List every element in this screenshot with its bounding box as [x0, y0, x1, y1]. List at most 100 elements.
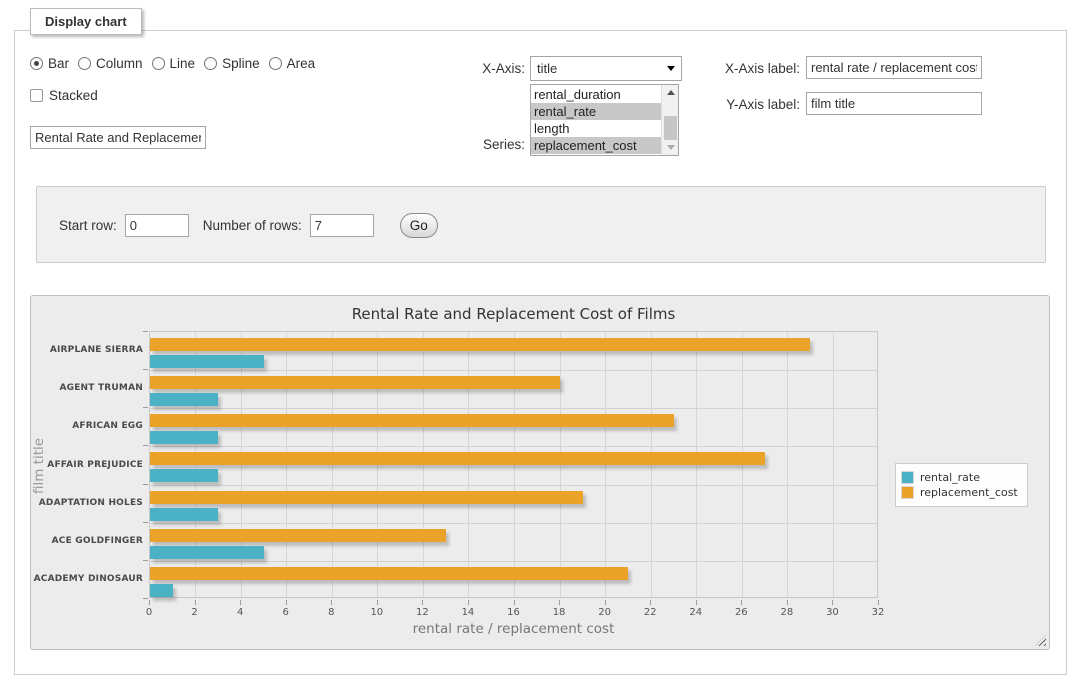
go-button[interactable]: Go	[400, 213, 438, 238]
x-tick-label: 8	[316, 607, 346, 618]
radio-button-icon[interactable]	[269, 57, 282, 70]
fieldset-legend: Display chart	[30, 8, 142, 35]
select-dropdown-arrow-icon	[667, 66, 675, 71]
chart-type-radio-line[interactable]: Line	[152, 56, 196, 71]
chart-type-radio-group: Bar Column Line Spline Area	[30, 56, 315, 71]
x-tick-mark	[650, 600, 651, 605]
x-axis-select[interactable]: title	[530, 56, 682, 81]
chart-container: Rental Rate and Replacement Cost of Film…	[30, 295, 1050, 650]
series-option-length[interactable]: length	[531, 120, 661, 137]
listbox-scrollbar[interactable]	[661, 85, 678, 155]
x-axis-label-input[interactable]	[806, 56, 982, 79]
radio-button-icon[interactable]	[30, 57, 43, 70]
category-label: AIRPLANE SIERRA	[31, 345, 143, 355]
x-tick-mark	[605, 600, 606, 605]
radio-label: Area	[287, 56, 316, 71]
series-option-replacement_cost[interactable]: replacement_cost	[531, 137, 661, 154]
x-axis-select-label: X-Axis:	[430, 61, 525, 76]
scrollbar-thumb[interactable]	[664, 116, 677, 140]
gridline	[833, 332, 834, 597]
y-axis-label-field-label: Y-Axis label:	[690, 97, 800, 112]
bar-replacement_cost	[150, 452, 765, 465]
category-label: AFRICAN EGG	[31, 421, 143, 431]
chart-type-radio-area[interactable]: Area	[269, 56, 316, 71]
x-tick-label: 30	[817, 607, 847, 618]
x-tick-mark	[832, 600, 833, 605]
stacked-checkbox[interactable]	[30, 89, 43, 102]
x-axis-selected-value: title	[537, 61, 667, 76]
x-axis-label-field-label: X-Axis label:	[690, 61, 800, 76]
category-label: ACE GOLDFINGER	[31, 536, 143, 546]
scroll-up-button[interactable]	[662, 85, 679, 100]
number-of-rows-label: Number of rows:	[203, 218, 302, 233]
x-tick-label: 16	[499, 607, 529, 618]
x-tick-mark	[696, 600, 697, 605]
chart-y-axis-label: film title	[31, 406, 47, 526]
x-tick-mark	[149, 600, 150, 605]
x-tick-mark	[741, 600, 742, 605]
y-tick-mark	[143, 560, 148, 561]
legend-swatch-icon	[901, 471, 914, 484]
bar-replacement_cost	[150, 567, 628, 580]
bar-rental_rate	[150, 393, 218, 406]
legend-label: replacement_cost	[920, 486, 1018, 499]
gridline	[787, 332, 788, 597]
x-tick-label: 20	[590, 607, 620, 618]
x-tick-label: 14	[453, 607, 483, 618]
chart-type-radio-bar[interactable]: Bar	[30, 56, 69, 71]
radio-button-icon[interactable]	[204, 57, 217, 70]
x-tick-mark	[377, 600, 378, 605]
start-row-label: Start row:	[59, 218, 117, 233]
y-tick-mark	[143, 522, 148, 523]
category-label: AGENT TRUMAN	[31, 383, 143, 393]
scroll-up-arrow-icon	[667, 90, 675, 95]
bar-rental_rate	[150, 431, 218, 444]
series-listbox[interactable]: rental_durationrental_ratelengthreplacem…	[530, 84, 679, 156]
y-axis-label-input[interactable]	[806, 92, 982, 115]
stacked-checkbox-row[interactable]: Stacked	[30, 88, 98, 103]
legend-row: replacement_cost	[901, 486, 1018, 499]
gridline	[150, 370, 877, 371]
x-tick-mark	[468, 600, 469, 605]
radio-label: Line	[170, 56, 196, 71]
bar-replacement_cost	[150, 529, 446, 542]
category-label: AFFAIR PREJUDICE	[31, 460, 143, 470]
start-row-input[interactable]	[125, 214, 189, 237]
scroll-down-button[interactable]	[662, 140, 679, 155]
chart-x-axis-label: rental rate / replacement cost	[149, 621, 878, 637]
x-tick-mark	[559, 600, 560, 605]
y-tick-mark	[143, 598, 148, 599]
y-tick-mark	[143, 369, 148, 370]
series-option-rental_rate[interactable]: rental_rate	[531, 103, 661, 120]
number-of-rows-input[interactable]	[310, 214, 374, 237]
bar-replacement_cost	[150, 491, 583, 504]
resize-handle-icon[interactable]	[1035, 635, 1046, 646]
x-tick-label: 2	[180, 607, 210, 618]
series-option-rental_duration[interactable]: rental_duration	[531, 86, 661, 103]
x-tick-mark	[331, 600, 332, 605]
chart-type-radio-column[interactable]: Column	[78, 56, 143, 71]
bar-rental_rate	[150, 584, 173, 597]
gridline	[150, 523, 877, 524]
x-tick-mark	[422, 600, 423, 605]
x-tick-mark	[878, 600, 879, 605]
radio-button-icon[interactable]	[152, 57, 165, 70]
row-range-panel: Start row: Number of rows: Go	[36, 186, 1046, 263]
x-tick-label: 26	[726, 607, 756, 618]
stacked-label: Stacked	[49, 88, 98, 103]
legend-label: rental_rate	[920, 471, 980, 484]
bar-replacement_cost	[150, 414, 674, 427]
bar-rental_rate	[150, 546, 264, 559]
y-tick-mark	[143, 331, 148, 332]
gridline	[150, 561, 877, 562]
chart-title: Rental Rate and Replacement Cost of Film…	[149, 305, 878, 323]
x-tick-mark	[514, 600, 515, 605]
radio-button-icon[interactable]	[78, 57, 91, 70]
x-tick-label: 22	[635, 607, 665, 618]
x-tick-label: 6	[271, 607, 301, 618]
bar-rental_rate	[150, 469, 218, 482]
chart-type-radio-spline[interactable]: Spline	[204, 56, 260, 71]
legend-swatch-icon	[901, 486, 914, 499]
bar-rental_rate	[150, 508, 218, 521]
chart-title-input[interactable]	[30, 126, 206, 149]
